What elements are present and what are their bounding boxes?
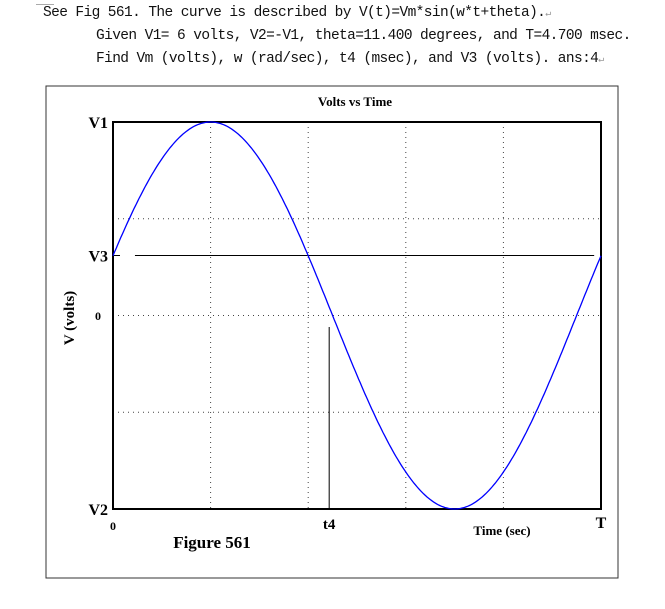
x-tick-T: T [596, 515, 607, 532]
figure-frame [45, 85, 619, 579]
x-axis-label: Time (sec) [473, 523, 530, 538]
problem-line-1: See Fig 561. The curve is described by V… [43, 5, 551, 21]
voltage-curve [112, 121, 602, 510]
plot-area [112, 121, 602, 510]
x-tick-0: 0 [110, 519, 116, 533]
y-tick-v1: V1 [88, 115, 108, 132]
problem-line-3: Find Vm (volts), w (rad/sec), t4 (msec),… [96, 51, 604, 67]
y-tick-v2: V2 [88, 502, 108, 519]
grid [113, 122, 601, 509]
y-tick-v3: V3 [88, 249, 108, 266]
page-corner-mark [36, 0, 54, 5]
problem-line-2: Given V1= 6 volts, V2=-V1, theta=11.400 … [96, 28, 631, 44]
y-tick-0: 0 [95, 309, 101, 323]
y-axis-label: V (volts) [62, 291, 78, 345]
figure-caption: Figure 561 [173, 533, 251, 552]
chart-title: Volts vs Time [318, 94, 392, 109]
x-tick-t4: t4 [323, 517, 336, 533]
